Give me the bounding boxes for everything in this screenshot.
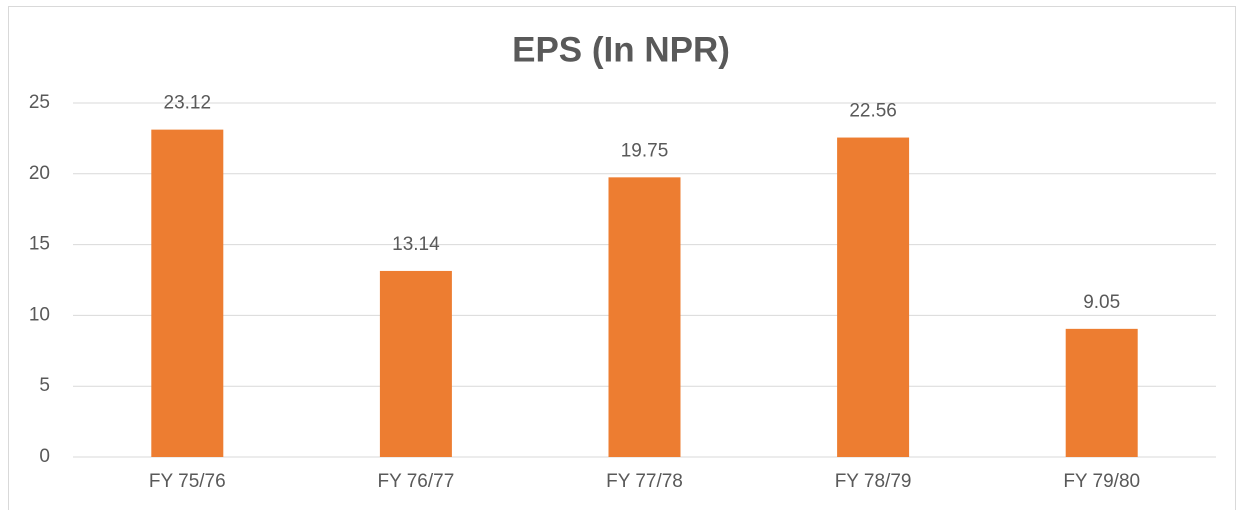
x-tick-label: FY 79/80 [1063, 471, 1140, 492]
chart-title: EPS (In NPR) [512, 30, 730, 69]
data-label: 19.75 [621, 140, 669, 161]
x-tick-label: FY 77/78 [606, 471, 683, 492]
y-tick-label: 25 [29, 92, 50, 113]
y-tick-label: 0 [39, 446, 50, 467]
y-tick-label: 20 [29, 163, 50, 184]
x-tick-label: FY 75/76 [149, 471, 226, 492]
y-tick-label: 5 [39, 375, 50, 396]
y-tick-label: 10 [29, 304, 50, 325]
data-label: 23.12 [164, 93, 212, 114]
x-tick-label: FY 78/79 [835, 471, 912, 492]
bar [608, 177, 681, 457]
x-tick-label: FY 76/77 [378, 471, 455, 492]
bar [1065, 328, 1138, 457]
bar [151, 129, 224, 458]
data-label: 13.14 [392, 234, 440, 255]
bar [837, 137, 910, 457]
data-label: 22.56 [849, 101, 897, 122]
bar [379, 270, 452, 457]
data-label: 9.05 [1083, 292, 1120, 313]
y-tick-label: 15 [29, 234, 50, 255]
